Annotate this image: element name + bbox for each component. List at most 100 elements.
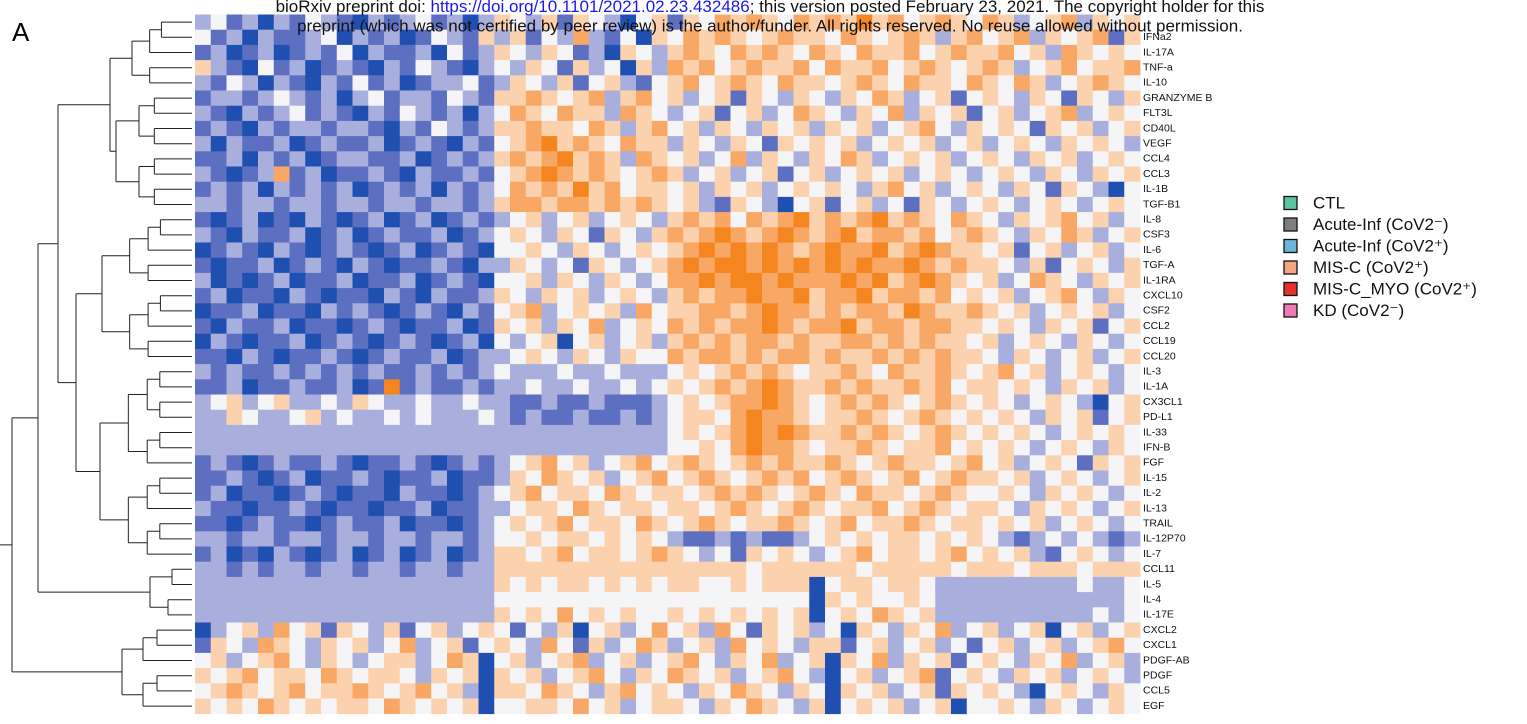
heat-cell [352, 348, 369, 365]
heat-cell [825, 637, 842, 654]
heat-cell [273, 14, 290, 31]
heat-cell [557, 303, 574, 319]
heat-cell [966, 333, 983, 350]
heat-cell [384, 166, 401, 183]
heat-cell [557, 409, 574, 426]
heat-cell [746, 75, 763, 91]
heat-cell [557, 212, 574, 228]
heat-cell [1061, 90, 1078, 107]
row-label: CXCL2 [1143, 624, 1177, 636]
heat-cell [305, 379, 322, 395]
heat-cell [447, 75, 464, 91]
heat-cell [935, 500, 952, 517]
heat-cell [321, 303, 338, 319]
heat-cell [1045, 333, 1062, 350]
heat-cell [541, 257, 558, 274]
heat-cell [636, 196, 653, 213]
heat-cell [415, 364, 432, 380]
heat-cell [636, 227, 653, 243]
heat-cell [793, 485, 810, 502]
heat-cell [620, 60, 637, 76]
heat-cell [620, 683, 637, 699]
heat-cell [793, 424, 810, 441]
heat-cell [525, 242, 542, 259]
heat-cell [903, 257, 920, 274]
heat-cell [793, 257, 810, 274]
heat-cell [399, 60, 416, 76]
heat-cell [431, 105, 448, 122]
heat-cell [273, 652, 290, 669]
heat-cell [336, 166, 353, 183]
heat-cell [384, 105, 401, 122]
heat-cell [730, 607, 747, 623]
heat-cell [1029, 212, 1046, 228]
row-label: TGF-A [1143, 259, 1175, 271]
heat-cell [510, 409, 527, 426]
heat-cell [462, 470, 479, 487]
heat-cell [888, 455, 905, 471]
heat-cell [699, 698, 716, 715]
heat-cell [919, 455, 936, 471]
heat-cell [714, 181, 731, 198]
heat-cell [1014, 531, 1031, 547]
heat-cell [888, 409, 905, 426]
heat-cell [620, 379, 637, 395]
heat-cell [557, 242, 574, 259]
heat-cell [809, 318, 826, 335]
heat-cell [525, 561, 542, 578]
heat-cell [730, 561, 747, 578]
heat-cell [305, 409, 322, 426]
heat-cell [982, 242, 999, 259]
heat-cell [573, 166, 590, 183]
heat-cell [462, 668, 479, 684]
heat-cell [289, 394, 306, 411]
heat-cell [951, 364, 968, 380]
heat-cell [431, 136, 448, 152]
heat-cell [368, 440, 385, 456]
heat-cell [336, 409, 353, 426]
heat-cell [195, 120, 212, 137]
heat-cell [494, 272, 511, 289]
heat-cell [195, 151, 212, 167]
heat-cell [793, 470, 810, 487]
heat-cell [1108, 90, 1125, 107]
heat-cell [966, 105, 983, 122]
heat-cell [415, 561, 432, 578]
heat-cell [573, 288, 590, 304]
heat-cell [809, 440, 826, 456]
heat-cell [730, 546, 747, 563]
heat-cell [1014, 622, 1031, 639]
heat-cell [210, 455, 227, 471]
heat-cell [1061, 576, 1078, 593]
heat-cell [620, 257, 637, 274]
heat-cell [1124, 622, 1141, 639]
heat-cell [793, 44, 810, 61]
heat-cell [431, 470, 448, 487]
header-link[interactable]: https://doi.org/10.1101/2021.02.23.43248… [431, 0, 750, 16]
heat-cell [903, 652, 920, 669]
heat-cell [210, 424, 227, 441]
heat-cell [777, 288, 794, 304]
heat-cell [368, 592, 385, 608]
heat-cell [352, 212, 369, 228]
heat-cell [793, 592, 810, 608]
heat-cell [872, 318, 889, 335]
heat-cell [1108, 379, 1125, 395]
heat-cell [352, 166, 369, 183]
heat-cell [384, 14, 401, 31]
heat-cell [510, 29, 527, 46]
heat-cell [714, 516, 731, 532]
heat-cell [872, 424, 889, 441]
heat-cell [557, 166, 574, 183]
heat-cell [541, 166, 558, 183]
heat-cell [809, 455, 826, 471]
heat-cell [289, 668, 306, 684]
heat-cell [1092, 105, 1109, 122]
heat-cell [746, 622, 763, 639]
heat-cell [510, 546, 527, 563]
heat-cell [982, 29, 999, 46]
heat-cell [226, 607, 243, 623]
heat-cell [273, 348, 290, 365]
heat-cell [919, 546, 936, 563]
heat-cell [1124, 440, 1141, 456]
